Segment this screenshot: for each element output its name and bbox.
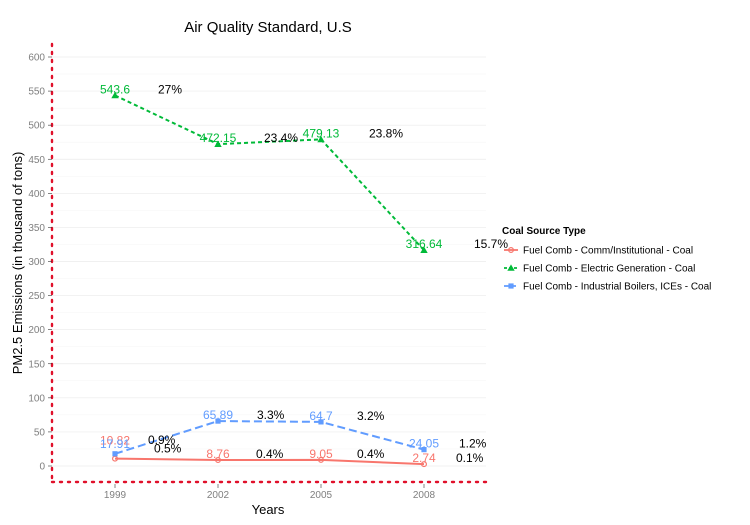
y-axis-title: PM2.5 Emissions (in thousand of tons) <box>10 152 25 375</box>
legend-title: Coal Source Type <box>502 226 586 237</box>
pct-label-s2-1999: 27% <box>158 82 182 96</box>
series-layer <box>111 91 428 468</box>
legend-swatch-marker-1 <box>508 247 515 254</box>
value-label-s2-2008: 316.64 <box>406 237 443 251</box>
y-tick-label-450: 450 <box>28 155 45 166</box>
y-tick-label-250: 250 <box>28 291 45 302</box>
value-label-s1-2002: 8.76 <box>206 447 230 461</box>
data-point-s2-1999-shape <box>111 91 119 99</box>
value-label-s3-2002: 65.89 <box>203 408 233 422</box>
value-label-s2-2002: 472.15 <box>200 131 237 145</box>
data-point-s2-2005-shape <box>317 135 325 143</box>
value-label-s3-1999: 17.91 <box>100 437 130 451</box>
pct-label-s1-2005: 0.4% <box>357 447 385 461</box>
pct-label-s2-2008: 15.7% <box>474 237 508 251</box>
y-tick-label-400: 400 <box>28 189 45 200</box>
data-point-s2-1999 <box>111 91 119 99</box>
legend-swatch-marker-1-shape <box>508 247 515 254</box>
pct-label-s3-1999: 0.9% <box>148 433 176 447</box>
data-point-s2-2002 <box>214 140 222 147</box>
data-point-s2-2002-shape <box>214 140 222 147</box>
data-point-s1-2002-shape <box>215 457 222 464</box>
value-label-s2-2005: 479.13 <box>303 126 340 140</box>
value-label-s2-1999: 543.6 <box>100 82 130 96</box>
legend-label-1: Fuel Comb - Comm/Institutional - Coal <box>523 246 693 257</box>
data-point-s3-2008-shape <box>421 447 427 453</box>
data-labels: 10.82 0.5% 8.76 0.4% 9.05 0.4% 2.74 0.1% 543.6 27… <box>100 82 508 465</box>
pct-label-s3-2002: 3.3% <box>257 408 285 422</box>
y-tick-label-550: 550 <box>28 87 45 98</box>
pct-label-s1-2008: 0.1% <box>456 451 484 465</box>
x-tick-label-1999: 1999 <box>104 490 127 501</box>
value-label-s1-1999: 10.82 <box>100 434 130 448</box>
data-point-s3-2002 <box>215 418 221 424</box>
x-tick-label-2008: 2008 <box>413 490 436 501</box>
data-point-s2-2008 <box>420 246 428 253</box>
legend-label-3: Fuel Comb - Industrial Boilers, ICEs - C… <box>523 282 711 293</box>
legend-swatch-marker-3 <box>508 283 514 289</box>
y-tick-label-300: 300 <box>28 257 45 268</box>
legend-item-3: Fuel Comb - Industrial Boilers, ICEs - C… <box>504 282 711 293</box>
legend-swatch-marker-2-shape <box>507 264 515 271</box>
reference-lines <box>50 42 488 486</box>
x-tick-label-2002: 2002 <box>207 490 230 501</box>
data-point-s1-2002 <box>215 457 222 464</box>
x-tick-label-2005: 2005 <box>310 490 333 501</box>
x-axis-ticks: 1999 2002 2005 2008 <box>104 484 436 501</box>
data-point-s2-2005 <box>317 135 325 143</box>
data-point-s3-2005-shape <box>318 419 324 425</box>
y-tick-label-50: 50 <box>34 427 46 438</box>
y-tick-label-500: 500 <box>28 121 45 132</box>
legend-swatch-marker-3-shape <box>508 283 514 289</box>
data-point-s3-1999 <box>112 451 118 457</box>
data-point-s3-2008 <box>421 447 427 453</box>
series-line-1 <box>114 457 425 466</box>
value-label-s1-2008: 2.74 <box>412 451 436 465</box>
data-point-s1-2005 <box>318 456 325 463</box>
pct-label-s2-2002: 23.4% <box>264 131 298 145</box>
data-point-s3-2002-shape <box>215 418 221 424</box>
y-axis-ticks: 0 50 100 150 200 250 300 350 400 450 500 550 600 <box>28 53 52 473</box>
data-point-s3-1999-shape <box>112 451 118 457</box>
legend-label-2: Fuel Comb - Electric Generation - Coal <box>523 264 695 275</box>
pct-label-s1-2002: 0.4% <box>256 447 284 461</box>
y-tick-label-350: 350 <box>28 223 45 234</box>
data-point-s2-2008-shape <box>420 246 428 253</box>
grid-layer <box>52 56 486 467</box>
series-line-3 <box>114 420 425 455</box>
value-label-s3-2008: 24.05 <box>409 437 439 451</box>
legend-items: Fuel Comb - Comm/Institutional - Coal Fue… <box>504 246 711 293</box>
legend: Coal Source Type Fuel Comb - Comm/Instit… <box>502 226 711 293</box>
data-point-s1-2008-shape <box>421 461 428 468</box>
data-point-s1-2008 <box>421 461 428 468</box>
series-line-2 <box>114 94 425 251</box>
x-axis-title: Years <box>252 502 285 517</box>
value-label-s3-2005: 64.7 <box>309 409 333 423</box>
series-2 <box>111 91 428 253</box>
data-point-s3-2005 <box>318 419 324 425</box>
y-tick-label-600: 600 <box>28 53 45 64</box>
chart-title: Air Quality Standard, U.S <box>184 19 352 36</box>
series-3 <box>112 418 427 457</box>
pct-label-s3-2005: 3.2% <box>357 409 385 423</box>
y-tick-label-100: 100 <box>28 393 45 404</box>
legend-item-2: Fuel Comb - Electric Generation - Coal <box>504 264 695 275</box>
pct-label-s1-1999: 0.5% <box>154 442 182 456</box>
data-point-s1-2005-shape <box>318 456 325 463</box>
y-tick-label-150: 150 <box>28 359 45 370</box>
y-tick-label-200: 200 <box>28 325 45 336</box>
pct-label-s2-2005: 23.8% <box>369 126 403 140</box>
pct-label-s3-2008: 1.2% <box>459 437 487 451</box>
value-label-s1-2005: 9.05 <box>309 447 333 461</box>
legend-swatch-marker-2 <box>507 264 515 271</box>
y-tick-label-0: 0 <box>39 462 45 473</box>
legend-item-1: Fuel Comb - Comm/Institutional - Coal <box>504 246 693 257</box>
